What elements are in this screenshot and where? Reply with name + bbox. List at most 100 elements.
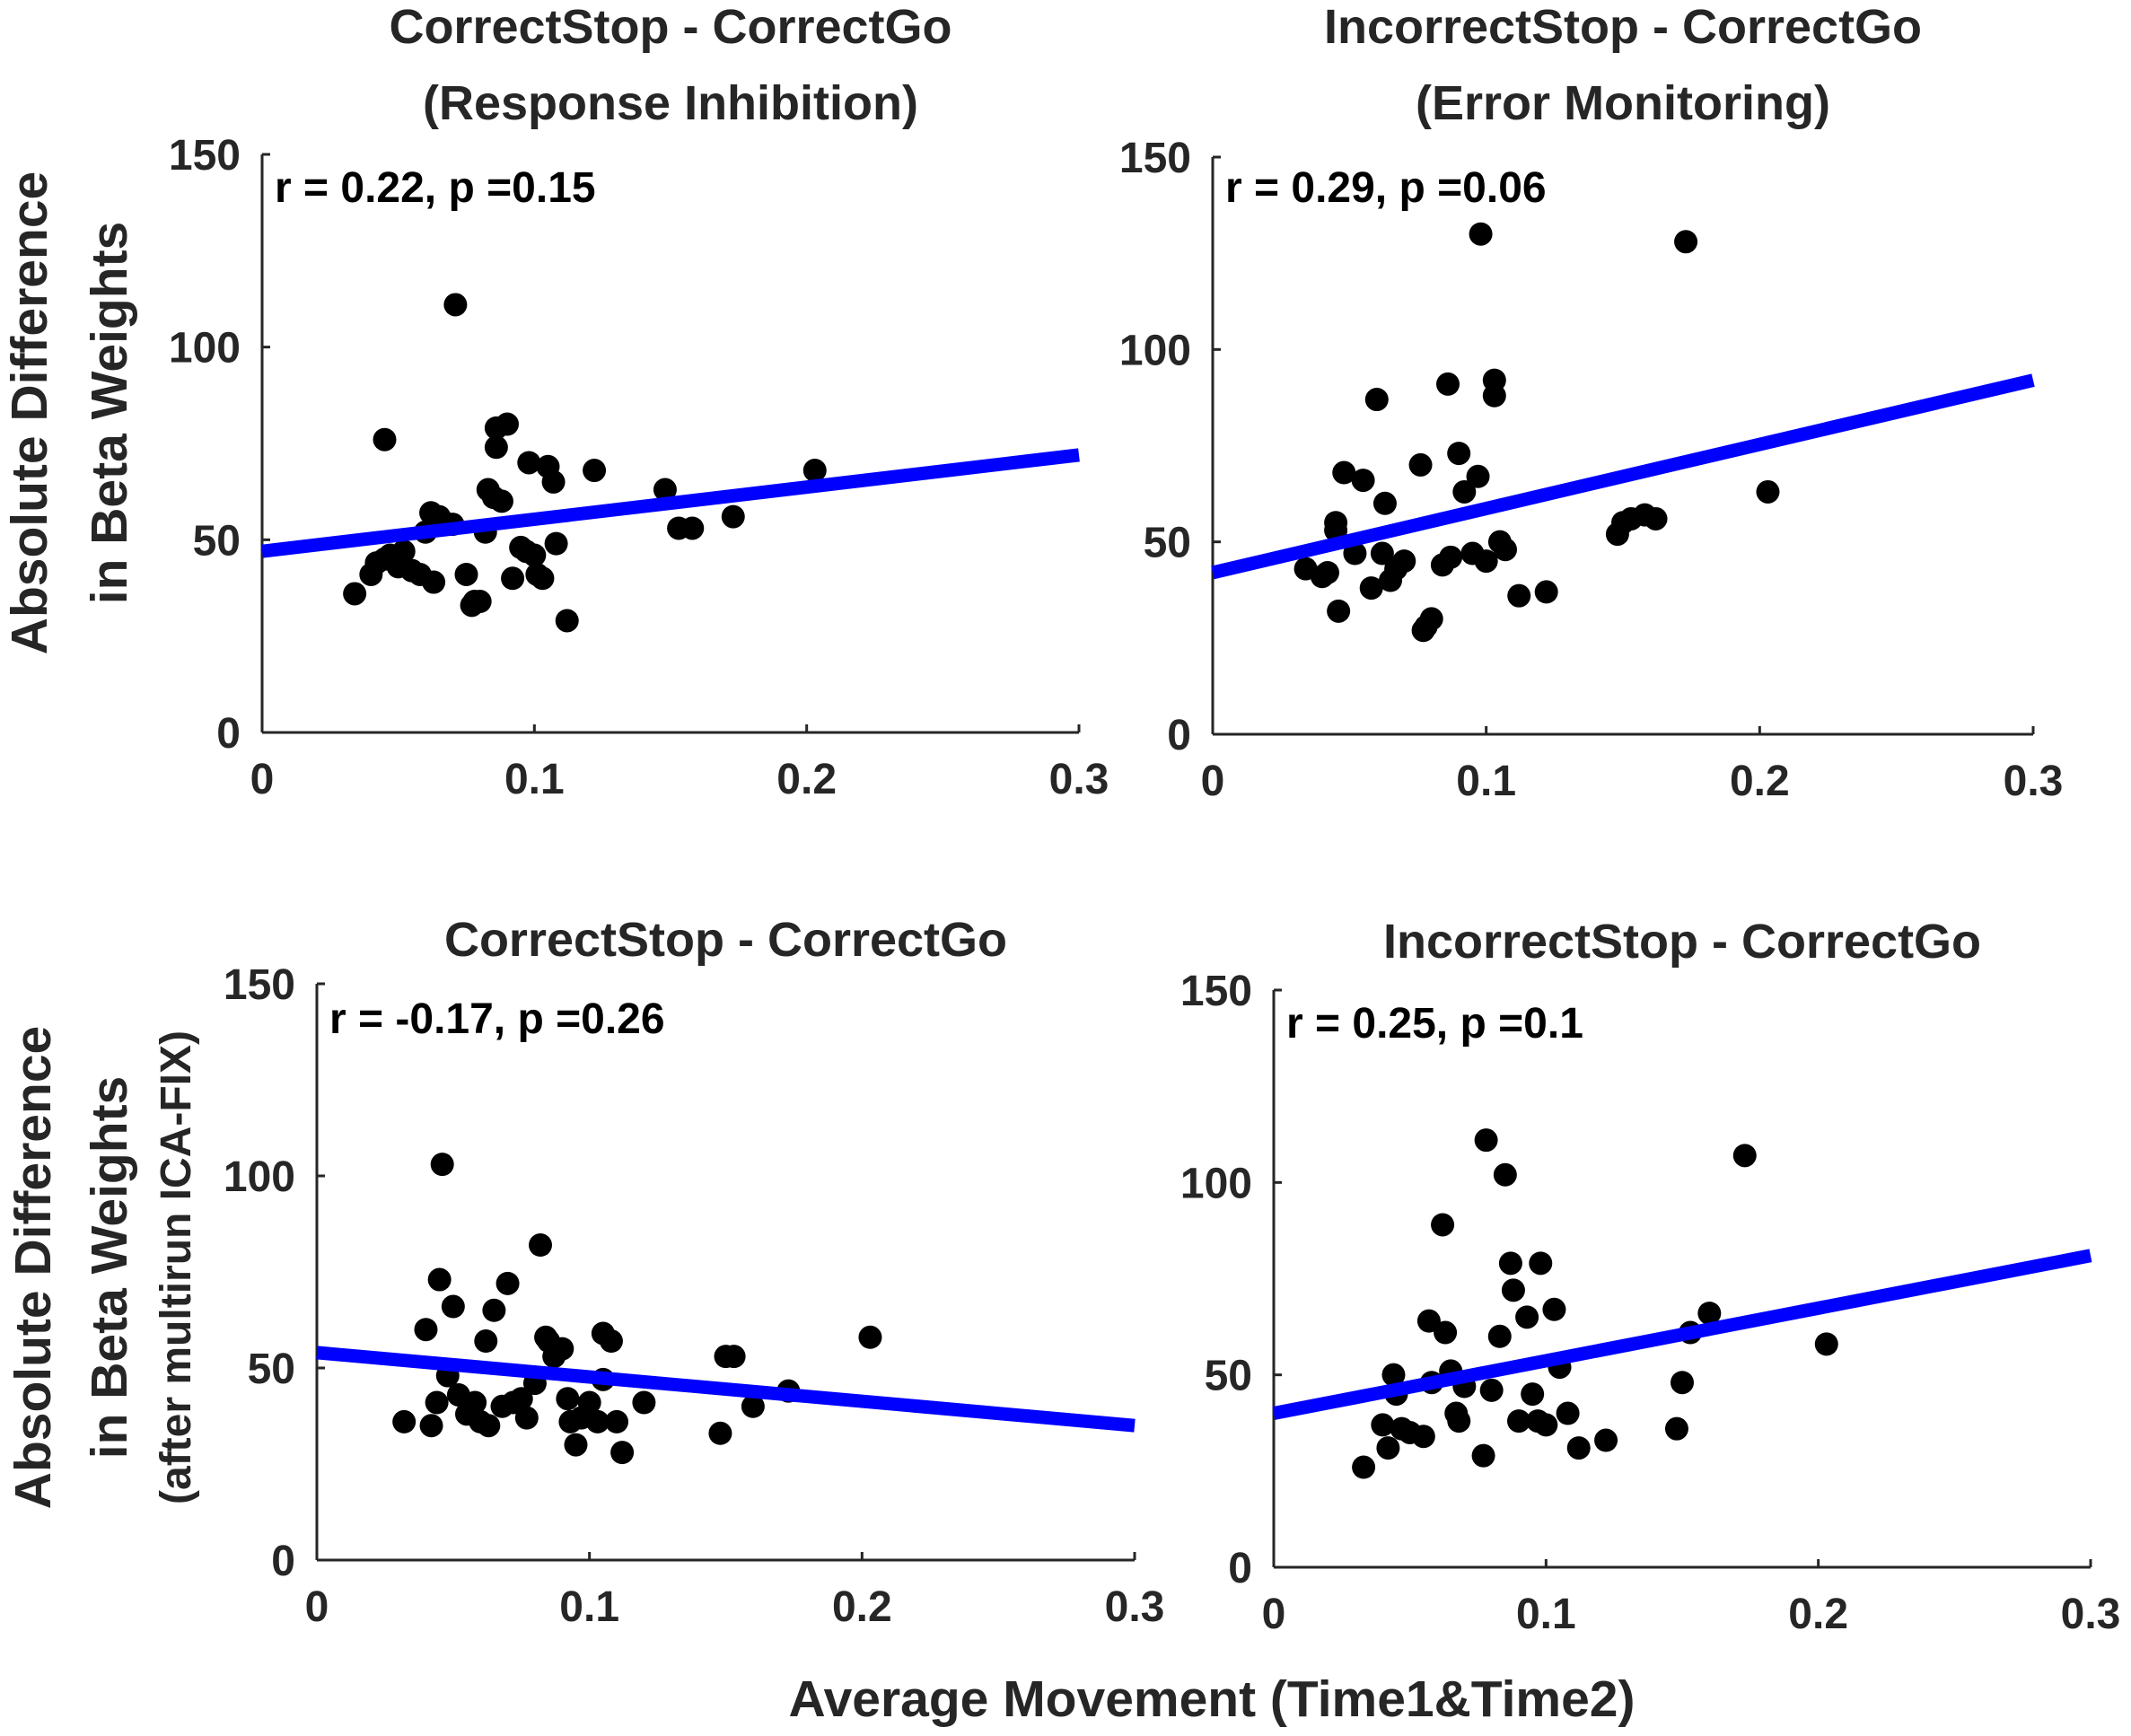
x-tick-label: 0.1	[504, 756, 565, 803]
y-tick-label: 0	[271, 1538, 295, 1585]
data-point	[1521, 1382, 1545, 1407]
panel-title-line: IncorrectStop - CorrectGo	[1324, 0, 1922, 54]
data-point	[1487, 1324, 1512, 1348]
y-tick-label: 50	[248, 1346, 295, 1393]
y-tick-label: 100	[1180, 1160, 1252, 1207]
x-tick-label: 0.3	[1049, 756, 1109, 803]
y-tick-label: 0	[216, 710, 241, 758]
data-point	[501, 566, 525, 591]
y-tick-label: 150	[1119, 135, 1191, 182]
data-point	[1756, 479, 1780, 504]
y-tick-label: 150	[169, 132, 241, 180]
y-tick-label: 100	[1119, 327, 1191, 374]
data-point	[1474, 1128, 1498, 1153]
data-point	[522, 543, 547, 567]
data-point	[1664, 1416, 1688, 1441]
y-tick-label: 100	[224, 1153, 295, 1201]
data-point	[514, 1406, 539, 1430]
x-tick-label: 0.1	[1456, 758, 1516, 805]
data-point	[556, 1387, 580, 1411]
data-point	[708, 1421, 732, 1445]
x-tick-label: 0.1	[559, 1583, 619, 1631]
data-point	[1372, 491, 1397, 515]
data-point	[1474, 549, 1498, 574]
data-point	[1434, 1320, 1458, 1345]
data-point	[443, 293, 468, 317]
x-tick-label: 0	[1201, 758, 1225, 805]
data-point	[1498, 1251, 1522, 1276]
data-point	[858, 1325, 882, 1349]
data-point	[343, 582, 367, 606]
data-point	[509, 1387, 533, 1411]
data-point	[531, 566, 555, 591]
data-point	[425, 1390, 449, 1415]
data-point	[1411, 1425, 1435, 1449]
x-tick-label: 0.3	[2061, 1591, 2121, 1638]
panel-title-line: (Error Monitoring)	[1416, 76, 1830, 130]
data-point	[577, 1390, 601, 1415]
y-tick-label: 50	[193, 517, 241, 565]
y-tick-label: 150	[1180, 968, 1252, 1015]
data-point	[1671, 1371, 1694, 1395]
data-point	[541, 469, 566, 494]
data-point	[463, 1390, 487, 1415]
scatter-panel-2: 0 50 100 150 0 0.1 0.2 0.3 IncorrectStop - Corre…	[1119, 0, 2063, 805]
data-point	[653, 478, 677, 502]
data-point	[583, 459, 607, 483]
data-point	[484, 435, 508, 460]
data-point	[1534, 1413, 1558, 1437]
data-point	[1332, 460, 1356, 485]
x-tick-label: 0.2	[832, 1583, 892, 1631]
panels: 0 50 100 150 0 0.1 0.2 0.3 CorrectStop - Correct…	[169, 0, 2120, 1638]
data-point	[454, 562, 478, 586]
data-point	[1644, 506, 1668, 530]
x-tick-label: 0.2	[776, 756, 837, 803]
bottom-ylabel-line2: in Beta Weights	[81, 1076, 138, 1460]
data-point	[1566, 1436, 1591, 1460]
x-tick-label: 0.3	[2004, 758, 2064, 805]
data-point	[722, 1345, 746, 1369]
data-point	[1534, 580, 1558, 604]
data-point	[1697, 1302, 1722, 1326]
data-point	[605, 1409, 629, 1434]
data-point	[1814, 1332, 1838, 1356]
data-point	[373, 427, 397, 452]
data-point	[1352, 1455, 1376, 1479]
data-point	[1431, 1213, 1455, 1237]
data-point	[1392, 549, 1416, 574]
data-point	[1376, 1436, 1400, 1460]
data-point	[721, 504, 745, 529]
correlation-annotation: r = 0.29, p =0.06	[1225, 164, 1547, 212]
data-point	[632, 1390, 656, 1415]
data-point	[1556, 1401, 1580, 1425]
data-point	[414, 1318, 438, 1342]
data-point	[427, 1267, 452, 1292]
data-point	[1327, 599, 1351, 623]
data-point	[430, 1153, 454, 1177]
data-point	[441, 1294, 465, 1319]
top-ylabel-line2: in Beta Weights	[81, 222, 138, 605]
data-point	[422, 570, 446, 594]
data-point	[495, 1271, 520, 1295]
bottom-ylabel-line3: (after multirun ICA-FIX)	[153, 1030, 200, 1504]
data-point	[564, 1433, 588, 1457]
data-point	[1370, 541, 1394, 566]
x-tick-label: 0.2	[1788, 1591, 1848, 1638]
data-point	[1542, 1297, 1566, 1321]
data-point	[1359, 576, 1383, 601]
data-point	[741, 1394, 765, 1418]
data-point	[1507, 583, 1531, 608]
panel-title-line: (Response Inhibition)	[423, 76, 918, 130]
data-point	[1364, 388, 1389, 412]
data-point	[1515, 1305, 1539, 1329]
data-point	[1482, 383, 1506, 408]
bottom-ylabel-line1: Absolute Difference	[4, 1026, 62, 1509]
x-tick-label: 0	[1262, 1591, 1286, 1638]
panel-title-line: CorrectStop - CorrectGo	[389, 0, 951, 54]
y-tick-label: 50	[1205, 1353, 1252, 1400]
data-point	[1447, 1409, 1471, 1434]
data-point	[1732, 1144, 1757, 1168]
data-point	[1594, 1428, 1618, 1452]
data-point	[1501, 1278, 1525, 1302]
